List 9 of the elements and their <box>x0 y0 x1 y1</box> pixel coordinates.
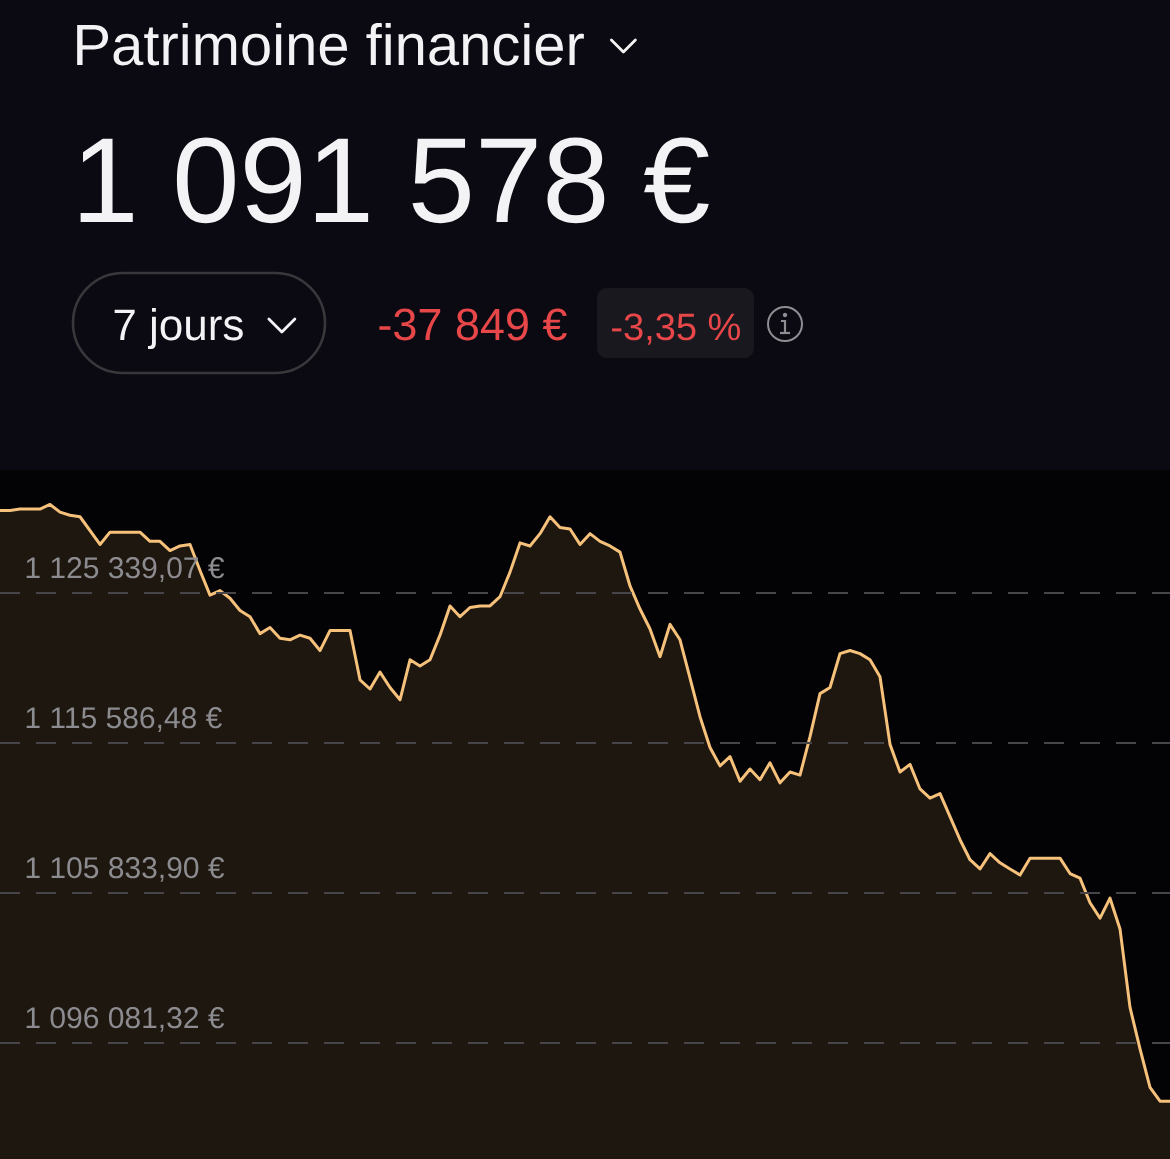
text: -3,35 % <box>612 313 740 345</box>
y-tick-label: 1 096 081,32 € <box>26 1007 225 1032</box>
text: 7 jours <box>114 308 243 350</box>
text: -37 849 € <box>379 308 567 341</box>
y-tick-label: 1 105 833,90 € <box>26 857 225 882</box>
y-tick-label: 1 115 586,48 € <box>26 707 222 732</box>
y-tick-label: 1 125 339,07 € <box>26 557 225 582</box>
chart-title: Patrimoine financier <box>77 22 584 66</box>
chart-subtitle: 1 091 578 € <box>80 137 709 224</box>
